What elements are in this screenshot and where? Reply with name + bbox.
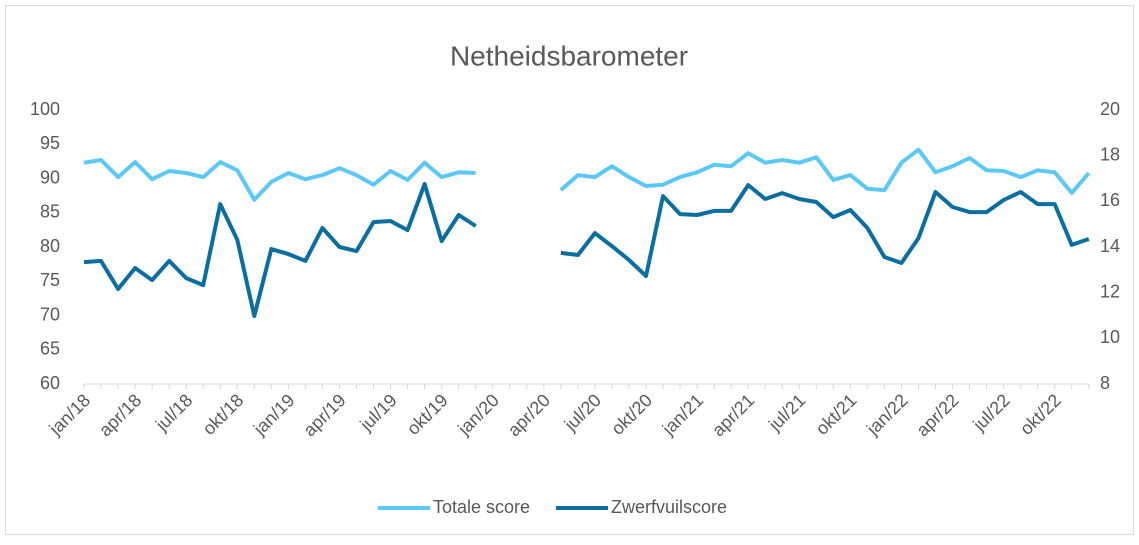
y-tick-label: 60: [40, 373, 60, 393]
y2-tick-label: 10: [1100, 327, 1120, 347]
y-tick-label: 85: [40, 202, 60, 222]
chart-border: [5, 5, 1134, 535]
chart-title: Netheidsbarometer: [450, 40, 688, 71]
line-series: [83, 147, 1091, 202]
y-tick-label: 70: [40, 304, 60, 324]
y-tick-label: 95: [40, 133, 60, 153]
y2-tick-label: 20: [1100, 99, 1120, 119]
line-series: [83, 182, 1090, 318]
y-tick-label: 80: [40, 236, 60, 256]
legend-label: Zwerfvuilscore: [611, 497, 727, 517]
y2-tick-label: 16: [1100, 190, 1120, 210]
y2-tick-label: 8: [1100, 373, 1110, 393]
y-tick-label: 100: [30, 99, 60, 119]
y-tick-label: 65: [40, 339, 60, 359]
y2-tick-label: 12: [1100, 281, 1120, 301]
y2-tick-label: 14: [1100, 236, 1120, 256]
legend-label: Totale score: [433, 497, 530, 517]
y-tick-label: 90: [40, 167, 60, 187]
y2-tick-label: 18: [1100, 144, 1120, 164]
y-tick-label: 75: [40, 270, 60, 290]
